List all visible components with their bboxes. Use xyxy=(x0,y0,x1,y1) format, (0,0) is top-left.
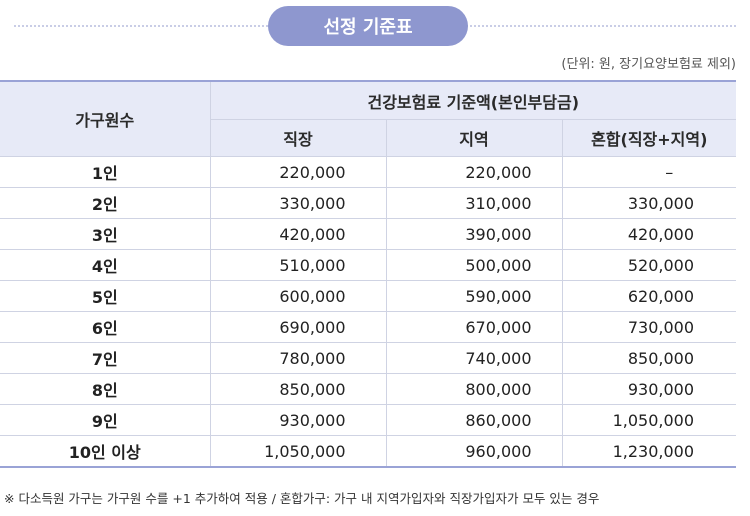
table-row: 8인 850,000 800,000 930,000 xyxy=(0,373,736,405)
household-size: 3인 xyxy=(0,218,211,250)
household-size: 8인 xyxy=(0,373,211,405)
household-size: 10인 이상 xyxy=(0,435,211,468)
household-size: 1인 xyxy=(0,156,211,188)
cell-workplace: 850,000 xyxy=(209,373,387,405)
cell-workplace: 220,000 xyxy=(209,156,387,188)
cell-regional: 740,000 xyxy=(385,342,563,374)
cell-workplace: 780,000 xyxy=(209,342,387,374)
cell-workplace: 690,000 xyxy=(209,311,387,343)
table-row: 6인 690,000 670,000 730,000 xyxy=(0,311,736,343)
household-size: 9인 xyxy=(0,404,211,436)
cell-mixed: 1,050,000 xyxy=(561,404,736,436)
cell-mixed: 620,000 xyxy=(561,280,736,312)
cell-workplace: 510,000 xyxy=(209,249,387,281)
household-size: 5인 xyxy=(0,280,211,312)
table-row: 4인 510,000 500,000 520,000 xyxy=(0,249,736,281)
cell-regional: 500,000 xyxy=(385,249,563,281)
table-row: 10인 이상 1,050,000 960,000 1,230,000 xyxy=(0,435,736,468)
cell-mixed: 730,000 xyxy=(561,311,736,343)
cell-regional: 310,000 xyxy=(385,187,563,219)
header-household: 가구원수 xyxy=(0,80,211,157)
header-workplace: 직장 xyxy=(210,119,387,157)
table-row: 5인 600,000 590,000 620,000 xyxy=(0,280,736,312)
household-size: 4인 xyxy=(0,249,211,281)
household-size: 7인 xyxy=(0,342,211,374)
header-premium-group: 건강보험료 기준액(본인부담금) xyxy=(209,80,736,120)
cell-mixed: 420,000 xyxy=(561,218,736,250)
cell-regional: 590,000 xyxy=(385,280,563,312)
cell-workplace: 600,000 xyxy=(209,280,387,312)
cell-regional: 220,000 xyxy=(385,156,563,188)
cell-mixed: 850,000 xyxy=(561,342,736,374)
title-section: 선정 기준표 xyxy=(0,6,750,46)
cell-mixed: 1,230,000 xyxy=(561,435,736,468)
cell-workplace: 930,000 xyxy=(209,404,387,436)
cell-regional: 960,000 xyxy=(385,435,563,468)
cell-mixed: 330,000 xyxy=(561,187,736,219)
table-row: 9인 930,000 860,000 1,050,000 xyxy=(0,404,736,436)
unit-note: (단위: 원, 장기요양보험료 제외) xyxy=(561,57,736,72)
table-row: 3인 420,000 390,000 420,000 xyxy=(0,218,736,250)
cell-workplace: 1,050,000 xyxy=(209,435,387,468)
table-body: 1인 220,000 220,000–2인 330,000 310,000 330,000… xyxy=(0,156,736,468)
footnote: ※ 다소득원 가구는 가구원 수를 +1 추가하여 적용 / 혼합가구: 가구 … xyxy=(4,491,600,506)
table-row: 2인 330,000 310,000 330,000 xyxy=(0,187,736,219)
cell-workplace: 330,000 xyxy=(209,187,387,219)
page-title: 선정 기준표 xyxy=(268,6,468,46)
table-row: 7인 780,000 740,000 850,000 xyxy=(0,342,736,374)
header-mixed: 혼합(직장+지역) xyxy=(561,119,736,157)
cell-regional: 390,000 xyxy=(385,218,563,250)
cell-workplace: 420,000 xyxy=(209,218,387,250)
cell-mixed: 930,000 xyxy=(561,373,736,405)
cell-mixed: – xyxy=(561,156,736,188)
cell-regional: 670,000 xyxy=(385,311,563,343)
household-size: 2인 xyxy=(0,187,211,219)
table-row: 1인 220,000 220,000– xyxy=(0,156,736,188)
criteria-table: 가구원수 건강보험료 기준액(본인부담금) 직장 지역 혼합(직장+지역) 1인… xyxy=(0,80,736,468)
cell-regional: 800,000 xyxy=(385,373,563,405)
header-regional: 지역 xyxy=(385,119,563,157)
cell-regional: 860,000 xyxy=(385,404,563,436)
cell-mixed: 520,000 xyxy=(561,249,736,281)
household-size: 6인 xyxy=(0,311,211,343)
